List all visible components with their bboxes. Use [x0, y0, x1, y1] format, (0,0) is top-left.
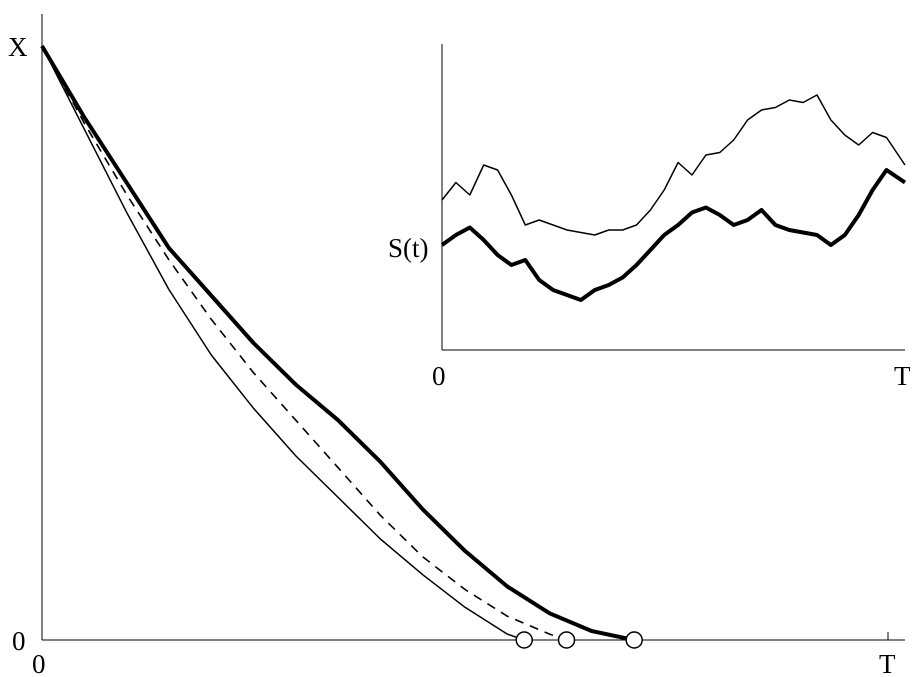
main-series-line-dashed: [41, 45, 567, 641]
main-series-line-thin: [41, 45, 525, 641]
main-chart: X 0 0 T: [8, 14, 905, 677]
inset-x-tick-label-start: 0: [432, 361, 446, 391]
main-y-tick-label-top: X: [8, 32, 28, 62]
main-x-tick-label-start: 0: [32, 649, 46, 677]
main-series-line-thick: [40, 44, 635, 642]
main-series-group: [40, 44, 643, 649]
main-x-tick-label-end: T: [879, 649, 896, 677]
inset-x-tick-label-end: T: [894, 361, 911, 391]
main-y-tick-label-bottom: 0: [12, 626, 26, 656]
main-series-end-marker-dashed: [557, 631, 576, 649]
inset-y-label: S(t): [388, 233, 429, 263]
inset-chart: S(t) 0 T: [388, 44, 911, 391]
main-series-end-marker-thick: [625, 631, 643, 649]
inset-series-line-thin: [441, 94, 906, 236]
inset-series-line-thick: [440, 168, 907, 302]
main-series-end-marker-thin: [515, 631, 533, 649]
inset-series-group: [440, 94, 907, 302]
